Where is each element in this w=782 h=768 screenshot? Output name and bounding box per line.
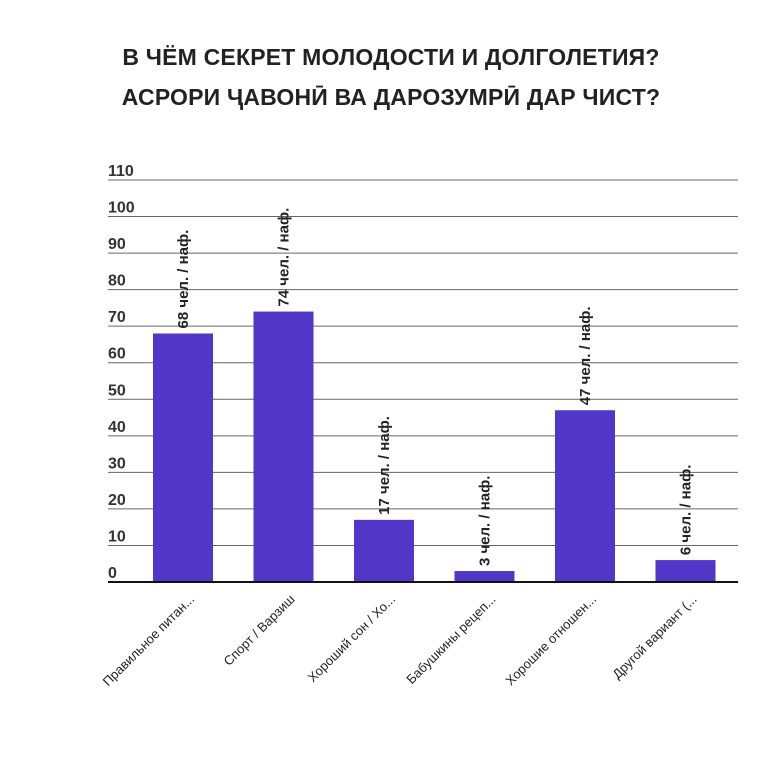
data-label-3: 17 чел. / наф. [376,416,393,515]
category-label-4: Бабушкины рецеп... [403,592,498,687]
y-tick-label-60: 60 [108,346,126,363]
data-label-6: 6 чел. / наф. [678,465,695,555]
y-tick-label-110: 110 [108,163,134,180]
y-tick-label-100: 100 [108,200,135,217]
y-tick-label-10: 10 [108,528,126,545]
category-label-5: Хорошие отношен... [502,592,599,689]
bar-5 [555,410,615,582]
y-tick-label-20: 20 [108,492,126,509]
data-label-1: 68 чел. / наф. [175,230,192,329]
bar-1 [153,333,213,582]
chart-title-line2: АСРОРИ ҶАВОНӢ ВА ДАРОЗУМРӢ ДАР ЧИСТ? [121,84,661,110]
data-label-2: 74 чел. / наф. [276,208,293,307]
category-label-3: Хороший сон / Хо... [305,592,399,686]
y-tick-label-30: 30 [108,455,126,472]
y-tick-label-40: 40 [108,419,126,436]
y-tick-label-80: 80 [108,273,126,290]
bar-6 [655,560,716,582]
category-label-1: Правильное питан... [100,592,198,690]
category-label-6: Другой вариант (... [609,592,699,682]
y-tick-label-50: 50 [108,382,126,399]
bar-2 [253,311,314,582]
data-label-5: 47 чел. / наф. [577,306,594,405]
y-tick-label-0: 0 [108,565,117,582]
category-label-2: Спорт / Варзиш [221,592,298,669]
y-tick-label-90: 90 [108,236,126,253]
chart-title-line1: В ЧЁМ СЕКРЕТ МОЛОДОСТИ И ДОЛГОЛЕТИЯ? [122,44,660,70]
data-label-4: 3 чел. / наф. [477,476,494,566]
bar-4 [454,571,515,582]
bar-3 [354,519,414,582]
y-tick-label-70: 70 [108,309,126,326]
